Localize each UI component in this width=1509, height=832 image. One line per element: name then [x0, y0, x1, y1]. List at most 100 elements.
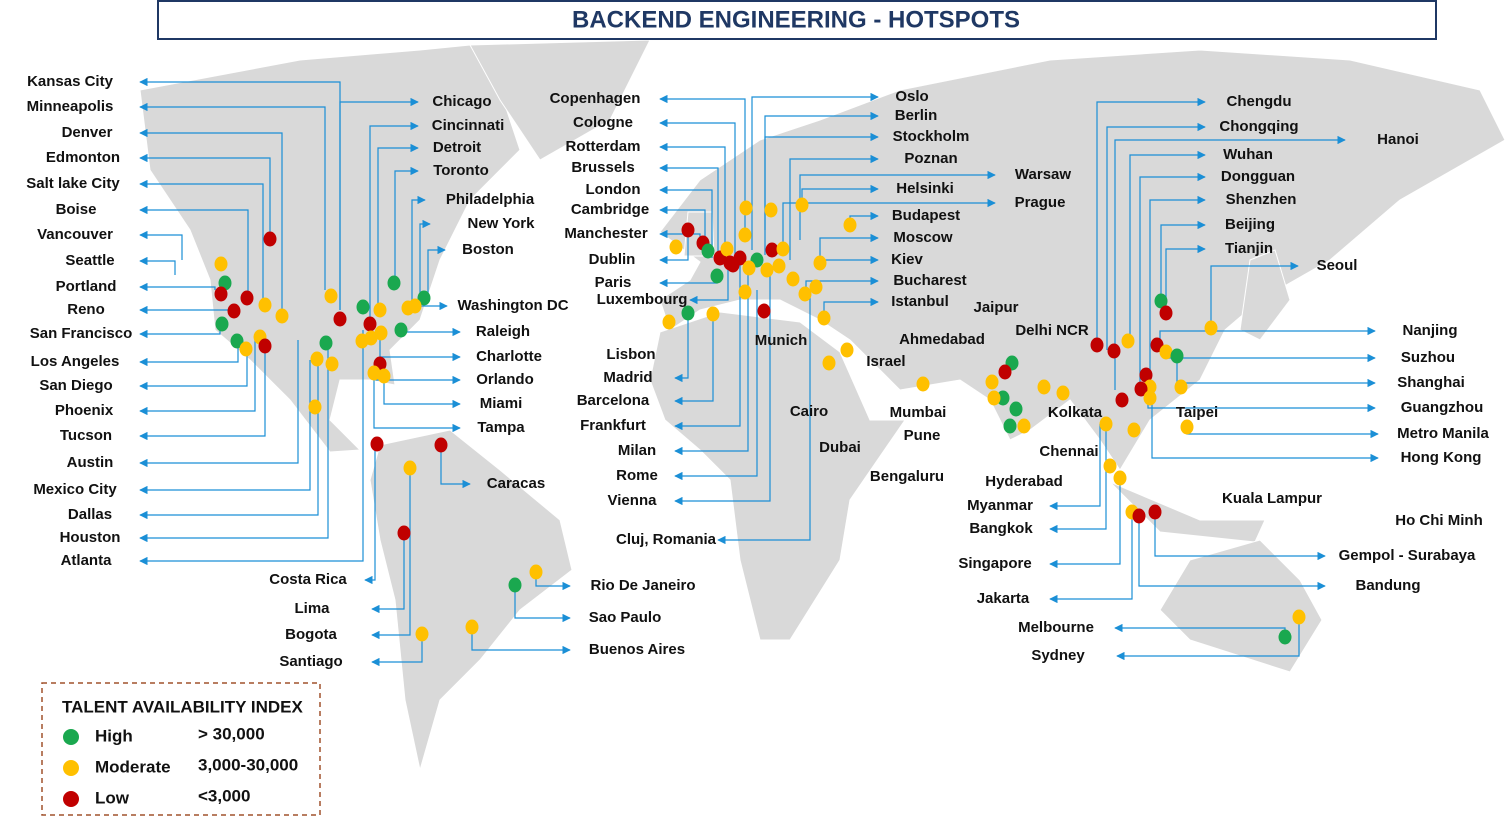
city-label: Austin [67, 454, 114, 471]
leader-line [394, 166, 419, 283]
leader-line [1139, 172, 1206, 385]
hotspot-dot [1003, 418, 1017, 434]
city-label: Cambridge [571, 201, 649, 218]
hotspot-dot [258, 297, 272, 313]
hotspot-dot [1009, 401, 1023, 417]
city-label: Bangkok [969, 520, 1033, 537]
city-label: Manchester [564, 225, 648, 242]
hotspot-dot [356, 299, 370, 315]
leader-line [377, 143, 419, 310]
city-label: Dongguan [1221, 168, 1295, 185]
leader-line [1049, 478, 1121, 569]
city-label: Beijing [1225, 216, 1275, 233]
leader-line [471, 627, 571, 655]
hotspot-dot [764, 202, 778, 218]
leader-line [139, 256, 176, 275]
city-label: Bucharest [893, 272, 966, 289]
hotspot-dot [333, 311, 347, 327]
leader-line [139, 230, 183, 260]
hotspot-dot [1127, 422, 1141, 438]
hotspot-dot [765, 242, 779, 258]
city-label: Buenos Aires [589, 641, 685, 658]
africa [649, 311, 906, 641]
hotspot-dot [1103, 458, 1117, 474]
city-label: Vienna [608, 492, 658, 509]
city-label: Sao Paulo [589, 609, 662, 626]
hotspot-dot [985, 374, 999, 390]
leader-line [717, 290, 811, 545]
hotspot-dot [669, 239, 683, 255]
city-label: Hanoi [1377, 131, 1419, 148]
leader-line [383, 376, 461, 409]
city-label: Kansas City [27, 73, 114, 90]
hotspot-dot [1115, 392, 1129, 408]
hotspot-dot [757, 303, 771, 319]
leader-line [139, 345, 266, 441]
leader-line [799, 170, 996, 240]
hotspot-dot [710, 268, 724, 284]
legend-range: > 30,000 [198, 724, 265, 743]
city-label: Bogota [285, 626, 337, 643]
hotspot-dot [465, 619, 479, 635]
hotspot-dot [1090, 337, 1104, 353]
hotspot-dot [1159, 305, 1173, 321]
leader-line [440, 445, 471, 489]
city-label: Mexico City [33, 481, 117, 498]
hotspot-dot [434, 437, 448, 453]
hotspot-dot [1132, 508, 1146, 524]
city-label: Chicago [432, 93, 491, 110]
legend-title: TALENT AVAILABILITY INDEX [62, 697, 303, 716]
hotspot-dot [415, 626, 429, 642]
city-label: Melbourne [1018, 619, 1094, 636]
hotspot-dot [240, 290, 254, 306]
leader-line [371, 470, 411, 640]
legend-label: Low [95, 788, 130, 807]
leader-line [139, 345, 239, 367]
leader-line [674, 262, 741, 431]
hotspot-dot [1139, 367, 1153, 383]
hotspot-dot [739, 200, 753, 216]
city-label: Sydney [1031, 647, 1085, 664]
leader-line [674, 314, 714, 406]
city-label: Boston [462, 241, 514, 258]
leader-line [819, 233, 879, 262]
leader-line [1154, 512, 1326, 561]
city-label: Copenhagen [550, 90, 641, 107]
city-label: Vancouver [37, 226, 113, 243]
hotspot-dot [843, 217, 857, 233]
hotspot-dot [681, 222, 695, 238]
hotspot-dot [258, 338, 272, 354]
hotspot-dot [230, 333, 244, 349]
city-label: Cluj, Romania [616, 531, 717, 548]
hotspot-dot [1292, 609, 1306, 625]
hotspot-dot [701, 243, 715, 259]
hotspot-dot [987, 390, 1001, 406]
leader-line [674, 313, 689, 383]
legend-range: 3,000-30,000 [198, 755, 298, 774]
greenland [469, 39, 651, 161]
hotspot-dot [364, 330, 378, 346]
hotspot-dot [529, 564, 543, 580]
city-label: Mumbai [890, 404, 947, 421]
hotspot-dot [760, 262, 774, 278]
title: BACKEND ENGINEERING - HOTSPOTS [572, 6, 1020, 33]
city-label: Minneapolis [27, 98, 114, 115]
hotspot-dot [263, 231, 277, 247]
hotspot-dot [1159, 344, 1173, 360]
hotspot-dot [215, 316, 229, 332]
city-label: Frankfurt [580, 417, 646, 434]
city-label: Jakarta [977, 590, 1030, 607]
hotspot-dot [387, 275, 401, 291]
hotspot-dot [374, 325, 388, 341]
legend-label: Moderate [95, 757, 171, 776]
leader-line [139, 345, 329, 543]
city-label: New York [468, 215, 536, 232]
hotspot-dot [310, 351, 324, 367]
city-label: Luxembourg [597, 291, 688, 308]
leader-line [139, 153, 271, 235]
hotspot-dot [662, 314, 676, 330]
hotspot-dot [417, 290, 431, 306]
city-label: Shanghai [1397, 374, 1465, 391]
city-label: Chongqing [1219, 118, 1298, 135]
hotspot-dot [408, 298, 422, 314]
